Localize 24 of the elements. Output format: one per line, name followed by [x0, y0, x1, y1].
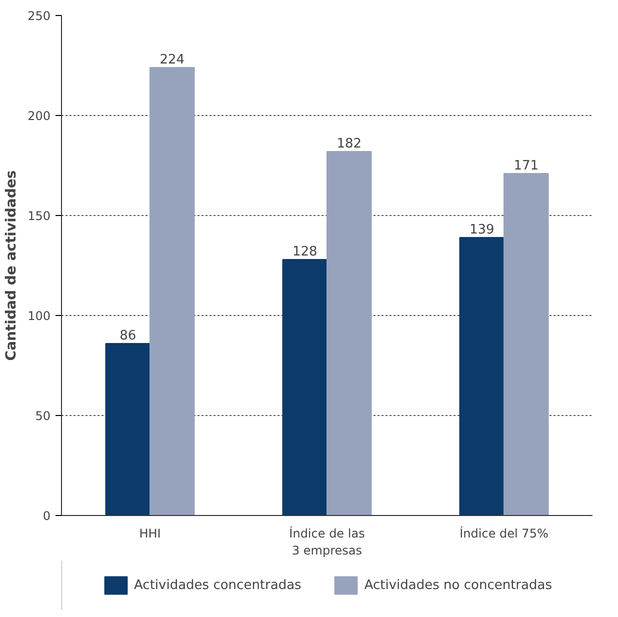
y-axis-title: Cantidad de actividades	[4, 170, 20, 361]
data-label: 86	[120, 328, 136, 344]
legend-label: Actividades no concentradas	[364, 578, 552, 592]
bar	[504, 173, 549, 516]
data-label: 224	[160, 52, 185, 68]
data-label: 182	[336, 136, 362, 152]
x-tick-label: Índice de las 3 empresas	[289, 526, 365, 558]
x-tick-label: HHI	[139, 526, 161, 540]
bar	[282, 259, 328, 516]
bar	[105, 343, 150, 516]
data-label: 139	[469, 222, 494, 238]
data-label: 171	[514, 158, 539, 174]
y-tick-label: 50	[35, 409, 51, 423]
legend-label: Actividades concentradas	[134, 578, 302, 592]
x-tick-label: Índice del 75%	[460, 526, 548, 540]
y-tick-label: 0	[42, 509, 51, 523]
bar	[459, 237, 504, 516]
y-tick-label: 250	[28, 9, 50, 23]
bar	[326, 151, 372, 516]
y-tick-label: 150	[28, 209, 50, 223]
y-tick-label: 200	[28, 109, 50, 123]
bar	[150, 67, 195, 516]
y-tick-label: 100	[28, 309, 50, 323]
data-label: 128	[292, 244, 318, 260]
